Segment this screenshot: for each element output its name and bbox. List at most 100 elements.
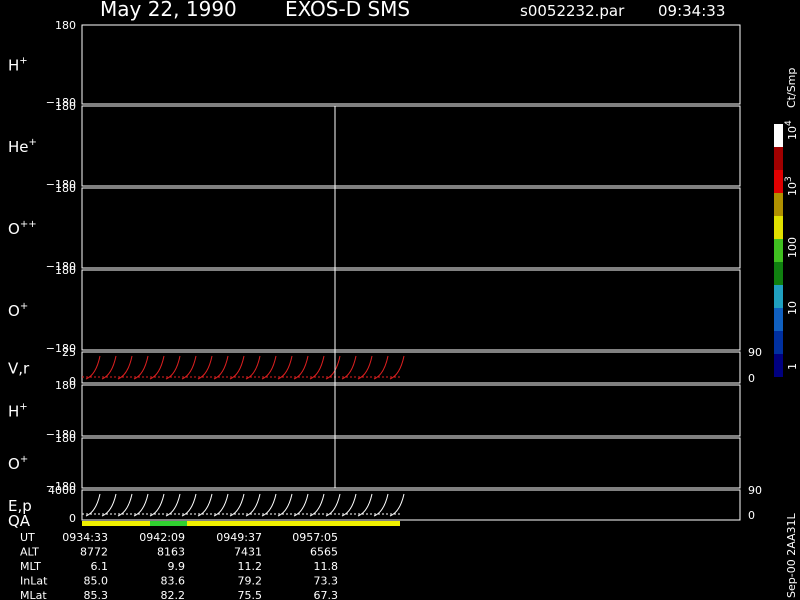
y-tick-label: 180: [55, 19, 76, 32]
table-cell: 11.8: [314, 560, 339, 573]
colorbar-tick-text: 1: [786, 363, 799, 370]
footer: Sep-00 2AA31L: [785, 512, 798, 598]
panel-label-text: O: [8, 302, 20, 320]
table-cell: 6.1: [91, 560, 109, 573]
table-cell: 11.2: [238, 560, 263, 573]
panel-label-sup: +: [20, 454, 28, 465]
panel-frame: [81, 384, 741, 437]
panel-frame: [81, 269, 741, 351]
y2-tick-label: 0: [748, 372, 755, 385]
colorbar-tick-text: 10: [786, 301, 799, 315]
panel-label-sup: +: [19, 402, 27, 413]
table-cell: 67.3: [314, 589, 339, 600]
y-tick-label: −180: [46, 428, 76, 441]
panel-label-text: H: [8, 57, 19, 75]
panel-frame: [81, 105, 741, 187]
table-cell: 9.9: [168, 560, 186, 573]
qa-bar: [82, 521, 400, 526]
colorbar-cell: [774, 239, 783, 262]
panel-label-sup: +: [20, 301, 28, 312]
y-tick-label: 4000: [48, 484, 76, 497]
colorbar-cell: [774, 262, 783, 285]
y2-tick-label: 90: [748, 484, 762, 497]
panel-label: O+: [8, 454, 28, 473]
qa-label: QA: [8, 512, 31, 530]
colorbar-cell: [774, 285, 783, 308]
panel-label: O++: [8, 219, 37, 238]
y2-tick-label: 0: [748, 509, 755, 522]
y-tick-label: 180: [55, 264, 76, 277]
table-cell: 0942:09: [139, 531, 185, 544]
y-tick-label: 0: [69, 512, 76, 525]
colorbar-cell: [774, 216, 783, 239]
panel-label-text: E,p: [8, 497, 32, 515]
panel-label: E,p: [8, 497, 32, 515]
colorbar-cell: [774, 170, 783, 193]
y-tick-label: 25: [62, 346, 76, 359]
colorbar-tick-text: 10: [786, 126, 799, 140]
y-tick-label: −180: [46, 178, 76, 191]
colorbar-tick-label: 10: [786, 301, 799, 315]
table-cell: 82.2: [161, 589, 186, 600]
panel-frame: [81, 24, 741, 105]
panel-label-text: H: [8, 403, 19, 421]
qa-bar-segment: [150, 521, 187, 526]
mission: EXOS-D SMS: [285, 0, 410, 21]
colorbar-tick-label: 103: [784, 176, 799, 196]
colorbar-tick-text: 100: [786, 237, 799, 258]
colorbar-cell: [774, 308, 783, 331]
panel-frame: [81, 351, 741, 384]
table-cell: 0949:37: [216, 531, 262, 544]
colorbar-tick-label: 100: [786, 237, 799, 258]
table-cell: 0957:05: [292, 531, 338, 544]
table-cell: 83.6: [161, 575, 186, 588]
table-row-label: InLat: [20, 575, 48, 588]
panel-label-sup: +: [19, 56, 27, 67]
table-cell: 85.3: [84, 589, 109, 600]
panel-frame: [81, 489, 741, 521]
panel-frame: [81, 187, 741, 269]
y-tick-label: −180: [46, 480, 76, 493]
y-tick-label: −180: [46, 260, 76, 273]
table-cell: 8163: [157, 546, 185, 559]
panel-label: H+: [8, 56, 28, 75]
time: 09:34:33: [658, 2, 725, 20]
colorbar-tick-label: 1: [786, 363, 799, 370]
colorbar-cell: [774, 147, 783, 170]
table-cell: 6565: [310, 546, 338, 559]
colorbar-cell: [774, 331, 783, 354]
colorbar-tick-text: 10: [786, 182, 799, 196]
panel-label-text: O: [8, 220, 20, 238]
panel-label: H+: [8, 402, 28, 421]
panel-label-sup: +: [29, 137, 37, 148]
colorbar-unit: Ct/Smp: [785, 68, 798, 108]
colorbar-tick-label: 104: [784, 120, 799, 140]
y-tick-label: 180: [55, 100, 76, 113]
panel-label-sup: ++: [20, 219, 37, 230]
y-tick-label: −180: [46, 96, 76, 109]
table-cell: 79.2: [238, 575, 263, 588]
colorbar-tick-sup: 3: [784, 176, 794, 182]
table-cell: 75.5: [238, 589, 263, 600]
y-tick-label: 180: [55, 182, 76, 195]
table-row-label: ALT: [20, 546, 39, 559]
table-cell: 7431: [234, 546, 262, 559]
panel-label: He+: [8, 137, 37, 156]
colorbar-tick-sup: 4: [784, 120, 794, 126]
panel-label-text: O: [8, 455, 20, 473]
y-tick-label: 0: [69, 375, 76, 388]
panel-label: O+: [8, 301, 28, 320]
table-cell: 73.3: [314, 575, 339, 588]
panel-label-text: V,r: [8, 360, 30, 378]
y-tick-label: −180: [46, 342, 76, 355]
date: May 22, 1990: [100, 0, 237, 21]
panel-frame: [81, 437, 741, 489]
colorbar-cell: [774, 193, 783, 216]
colorbar-cell: [774, 354, 783, 377]
file-name: s0052232.par: [520, 2, 625, 20]
y-tick-label: 180: [55, 432, 76, 445]
panel-label: V,r: [8, 360, 30, 378]
trace: [85, 493, 405, 517]
y-tick-label: 180: [55, 379, 76, 392]
